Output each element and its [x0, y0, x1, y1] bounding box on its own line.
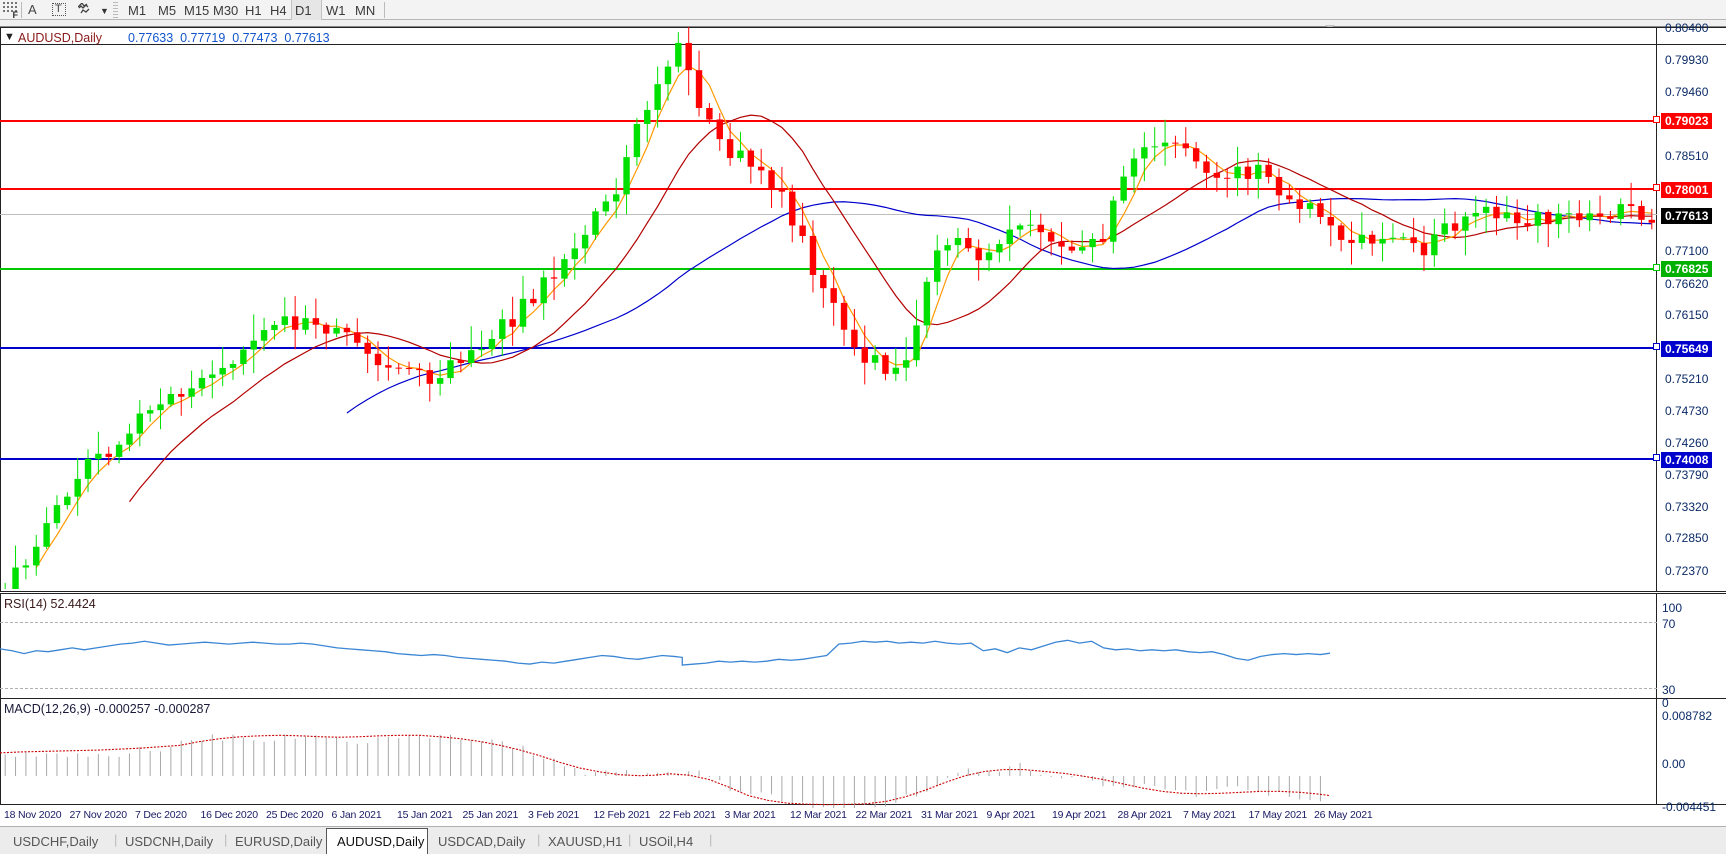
svg-text:F: F: [13, 10, 19, 19]
